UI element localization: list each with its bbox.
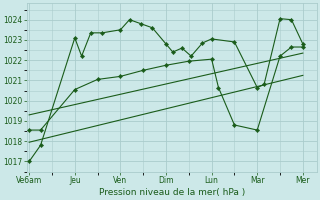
X-axis label: Pression niveau de la mer( hPa ): Pression niveau de la mer( hPa ) xyxy=(99,188,245,197)
